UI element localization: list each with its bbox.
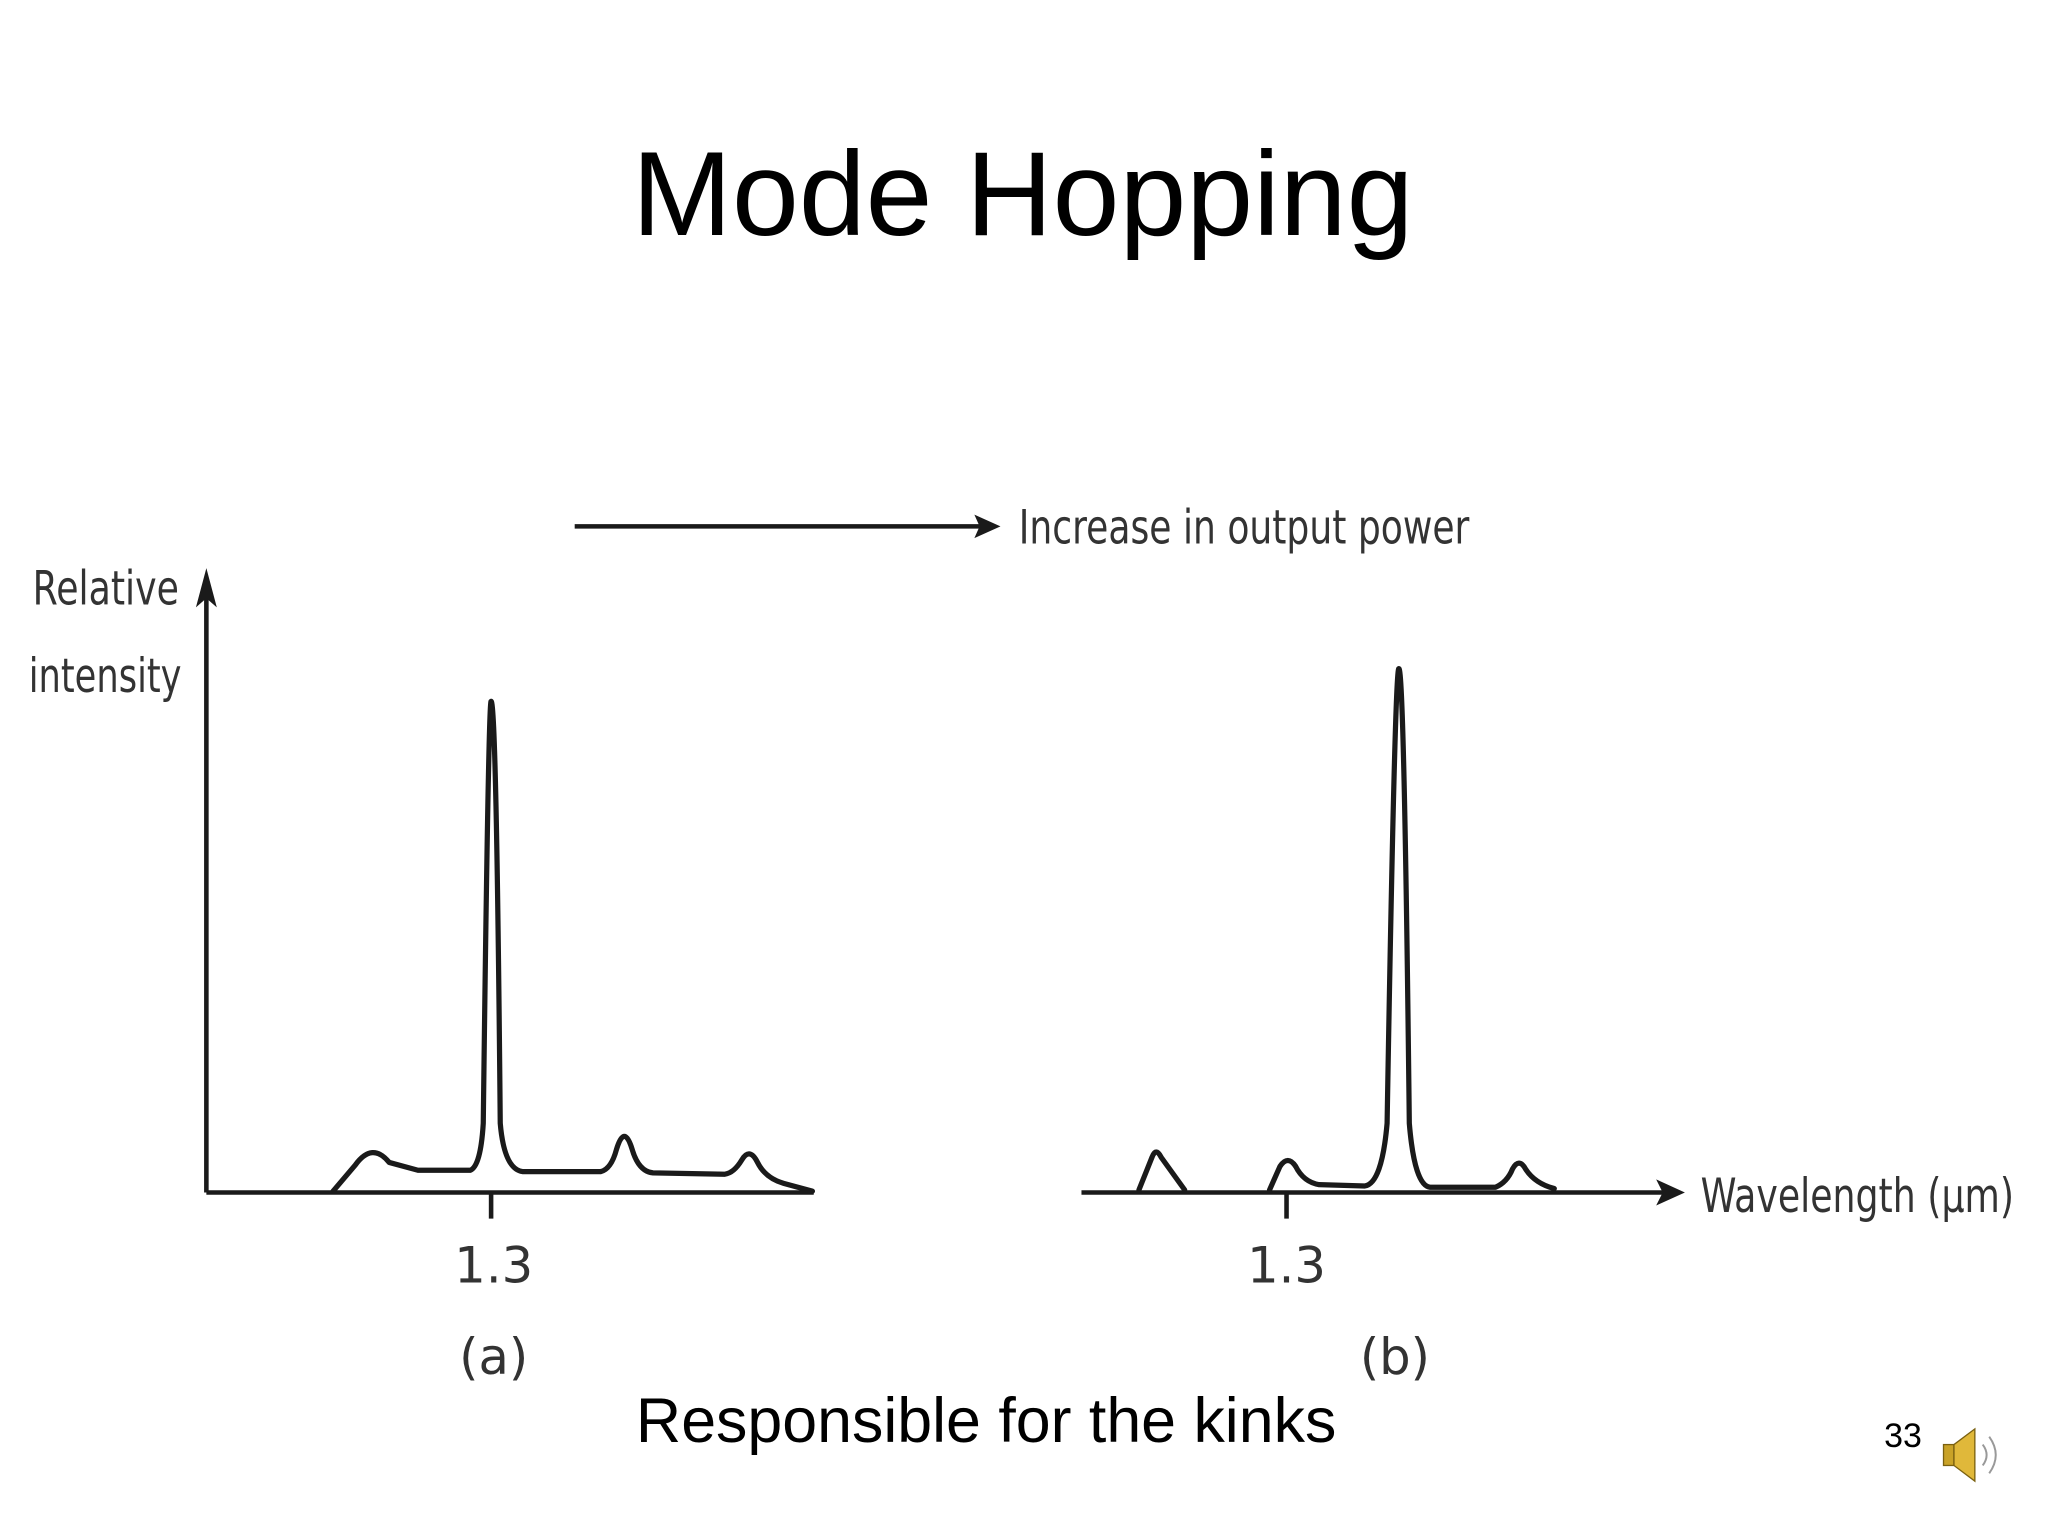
spectrum-a: [330, 698, 816, 1194]
y-axis-label: intensity: [29, 649, 182, 704]
axis-arrow: [195, 568, 217, 608]
arrow-label: Increase in output power: [1019, 500, 1470, 555]
slide-title: Mode Hopping: [632, 127, 1414, 261]
arrow-head: [974, 514, 1001, 539]
speaker-icon[interactable]: [1942, 1427, 1997, 1483]
axis-arrow: [1656, 1179, 1685, 1206]
panel-caption: (a): [459, 1328, 528, 1386]
x-axis-label: Wavelength (μm): [1701, 1169, 2014, 1224]
slide-caption: Responsible for the kinks: [636, 1386, 1336, 1456]
page-number: 33: [1884, 1417, 1922, 1455]
figure: Increase in output power Relative intens…: [29, 500, 2014, 1386]
panel-caption: (b): [1360, 1328, 1430, 1386]
y-axis-label: Relative: [33, 562, 179, 617]
spectrum-b: [1136, 666, 1557, 1193]
tick-label: 1.3: [1247, 1237, 1326, 1295]
tick-label: 1.3: [454, 1237, 533, 1295]
